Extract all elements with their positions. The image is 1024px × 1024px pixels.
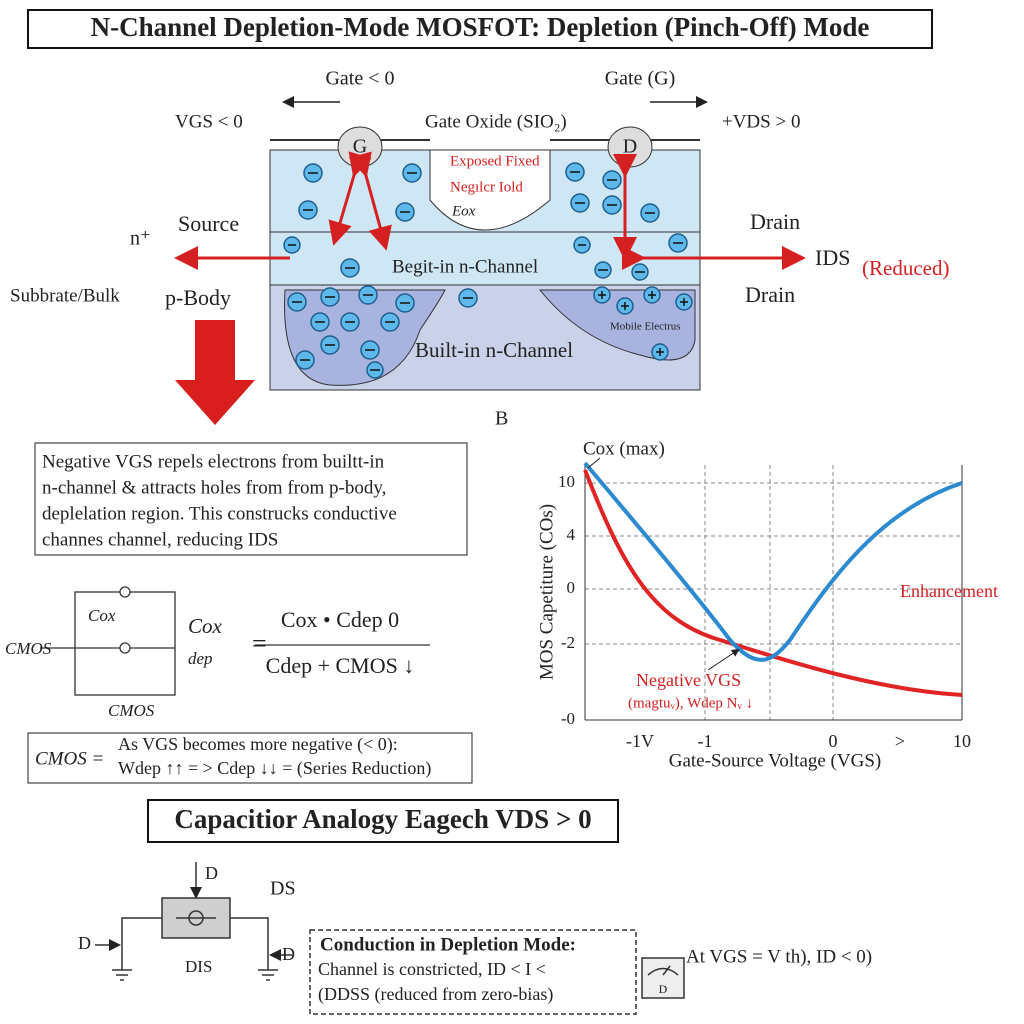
path-shape bbox=[288, 171, 683, 371]
y-tick-label: 4 bbox=[567, 525, 576, 544]
label: Negılcr Iold bbox=[450, 179, 523, 195]
label: Mobile Electrus bbox=[610, 321, 681, 333]
path-shape bbox=[112, 969, 278, 981]
label: Drain bbox=[750, 209, 800, 234]
x-tick-label: 0 bbox=[829, 731, 838, 751]
label: As VGS becomes more negative (< 0): bbox=[118, 734, 398, 755]
label: CMOS = bbox=[35, 748, 104, 769]
label: CMOS bbox=[108, 701, 155, 720]
label: +VDS > 0 bbox=[722, 111, 800, 132]
rect-shape bbox=[309, 929, 637, 1015]
label: Cox (max) bbox=[583, 438, 665, 459]
line-shape bbox=[662, 965, 671, 976]
x-tick-label: > bbox=[895, 731, 905, 751]
y-label: MOS Capetiture (COs) bbox=[536, 504, 557, 680]
label: Cox • Cdep 0 bbox=[281, 607, 399, 632]
formula-box bbox=[27, 732, 473, 784]
label: D bbox=[78, 933, 91, 953]
heading: Capacitior Analogy Eagech VDS > 0 bbox=[174, 804, 591, 834]
pointer bbox=[587, 457, 601, 469]
label: B bbox=[495, 408, 508, 430]
heading-box bbox=[147, 799, 619, 843]
label: (Reduced) bbox=[862, 256, 949, 280]
path-shape bbox=[121, 917, 162, 970]
pointer bbox=[707, 648, 740, 671]
title: N-Channel Depletion-Mode MOSFOT: Depleti… bbox=[91, 12, 870, 42]
label: D bbox=[282, 944, 295, 964]
capacitance-chart bbox=[583, 457, 963, 721]
path-shape bbox=[598, 291, 688, 356]
label: (DDSS (reduced from zero-bias) bbox=[318, 984, 553, 1005]
x-tick-label: -1V bbox=[626, 731, 654, 751]
label: (magtuᵥ), Wdep Nᵥ ↓ bbox=[628, 695, 753, 711]
label: DS bbox=[270, 878, 296, 900]
y-tick-label: -0 bbox=[561, 709, 575, 728]
grid bbox=[585, 465, 962, 720]
label: IDS bbox=[815, 245, 850, 270]
label: Enhancement bbox=[900, 581, 998, 601]
label: D bbox=[659, 982, 668, 996]
x-tick-label: 10 bbox=[953, 731, 971, 751]
label: CMOS bbox=[5, 639, 52, 658]
label: Exposed Fixed bbox=[450, 153, 540, 169]
label: Begit-in n-Channel bbox=[392, 256, 538, 277]
field-arrows bbox=[174, 151, 806, 270]
device bbox=[174, 96, 806, 425]
label: Built-in n-Channel bbox=[415, 338, 573, 362]
x-label: Gate-Source Voltage (VGS) bbox=[669, 750, 881, 771]
label: VGS < 0 bbox=[175, 111, 243, 132]
label: Wdep ↑↑ = > Cdep ↓↓ = (Series Reduction) bbox=[118, 758, 431, 779]
note-line: n-channel & attracts holes from from p-b… bbox=[42, 477, 386, 498]
y-tick-label: 10 bbox=[558, 472, 575, 491]
curve-red bbox=[583, 469, 963, 697]
note-box bbox=[34, 442, 468, 556]
label: = bbox=[252, 629, 267, 658]
note-line: deplelation region. This construcks cond… bbox=[42, 503, 397, 524]
depletion-notch bbox=[429, 149, 551, 231]
title-box bbox=[27, 9, 933, 49]
label: Conduction in Depletion Mode: bbox=[320, 934, 576, 955]
circle-shape bbox=[119, 642, 131, 654]
y-tick-label: 0 bbox=[567, 578, 576, 597]
label: Eox bbox=[451, 203, 476, 219]
label: Gate < 0 bbox=[325, 68, 394, 90]
label: Source bbox=[178, 211, 239, 236]
curve-blue bbox=[583, 461, 963, 662]
label: D bbox=[205, 863, 218, 883]
path-shape bbox=[230, 917, 269, 970]
label: Drain bbox=[745, 282, 795, 307]
terminal: G bbox=[353, 136, 367, 158]
label: Cox bbox=[88, 606, 116, 625]
label: Subbrate/Bulk bbox=[10, 285, 120, 306]
label: Channel is constricted, ID < I < bbox=[318, 959, 546, 979]
electron-pool bbox=[538, 289, 696, 361]
rect-shape bbox=[641, 957, 685, 999]
label: DIS bbox=[185, 957, 212, 976]
circle-shape bbox=[119, 586, 131, 598]
line-shape bbox=[348, 151, 392, 251]
analogy-circuit bbox=[95, 862, 685, 1015]
label: At VGS = V th), ID < 0) bbox=[686, 946, 872, 967]
label: Gate (G) bbox=[605, 68, 676, 90]
label: Cdep + CMOS ↓ bbox=[266, 653, 415, 678]
charge-signs bbox=[288, 171, 688, 371]
down-arrow bbox=[175, 320, 255, 425]
y-tick-label: -2 bbox=[561, 633, 575, 652]
capacitor-circuit bbox=[40, 586, 430, 696]
note-line: channes channel, reducing IDS bbox=[42, 529, 278, 550]
note-line: Negative VGS repels electrons from built… bbox=[42, 451, 385, 472]
label: n⁺ bbox=[130, 228, 151, 250]
label: Negative VGS bbox=[636, 670, 741, 690]
path-shape bbox=[647, 967, 679, 976]
label: Gate Oxide (SIO₂) bbox=[425, 111, 567, 132]
x-tick-label: -1 bbox=[698, 731, 713, 751]
terminal: D bbox=[623, 136, 637, 158]
label: dep bbox=[188, 649, 213, 668]
label: Cox bbox=[188, 614, 223, 638]
label: p-Body bbox=[165, 285, 231, 310]
